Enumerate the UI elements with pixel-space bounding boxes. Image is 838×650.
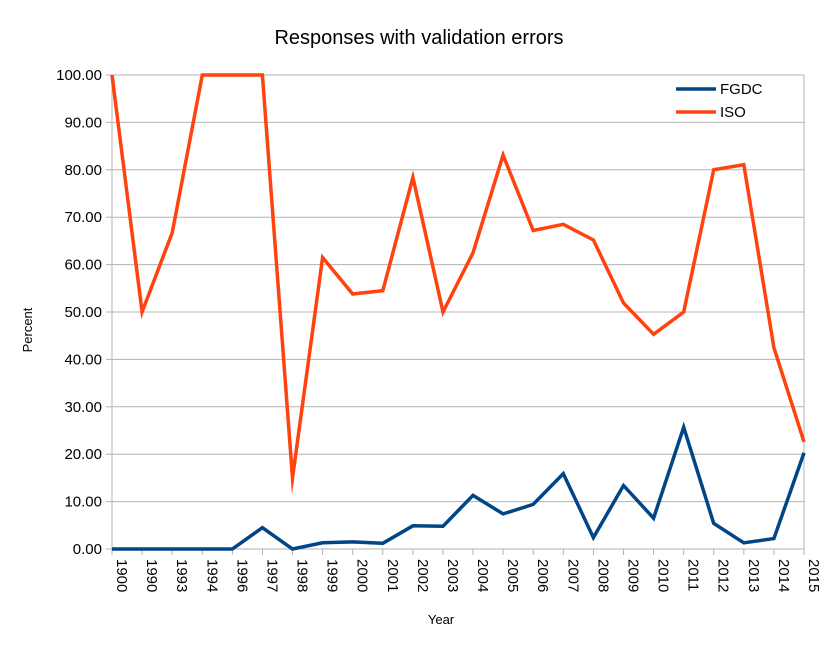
y-tick-label: 90.00 — [64, 114, 102, 131]
legend-label-iso: ISO — [720, 104, 746, 121]
x-tick-label: 2005 — [504, 559, 521, 592]
x-tick-label: 2013 — [745, 559, 762, 592]
x-tick-label: 1997 — [263, 559, 280, 592]
chart-title: Responses with validation errors — [274, 27, 563, 49]
x-tick-label: 2000 — [354, 559, 371, 592]
x-axis-ticks: 1900 1990 1993 1994 1996 1997 1998 1999 2000 2001… — [111, 549, 822, 592]
x-axis-title: Year — [428, 612, 455, 627]
x-tick-label: 2015 — [805, 559, 822, 592]
series-line-iso — [110, 73, 806, 495]
x-tick-label: 2009 — [624, 559, 641, 592]
x-tick-label: 2003 — [444, 559, 461, 592]
x-tick-label: 1993 — [173, 559, 190, 592]
x-tick-label: 1994 — [203, 559, 220, 592]
x-tick-label: 2014 — [775, 559, 792, 592]
x-tick-label: 1996 — [233, 559, 250, 592]
x-tick-label: 2012 — [715, 559, 732, 592]
x-tick-label: 2010 — [655, 559, 672, 592]
y-tick-label: 20.00 — [64, 446, 102, 463]
x-tick-label: 2006 — [534, 559, 551, 592]
y-tick-label: 10.00 — [64, 494, 102, 511]
series-lines — [110, 73, 806, 551]
x-tick-label: 1990 — [143, 559, 160, 592]
y-tick-label: 60.00 — [64, 257, 102, 274]
y-tick-label: 50.00 — [64, 304, 102, 321]
y-axis-title: Percent — [20, 307, 35, 352]
y-tick-label: 40.00 — [64, 351, 102, 368]
x-tick-label: 2008 — [594, 559, 611, 592]
y-tick-label: 70.00 — [64, 209, 102, 226]
y-tick-label: 30.00 — [64, 399, 102, 416]
series-line-fgdc — [112, 421, 806, 551]
y-tick-label: 100.00 — [56, 67, 102, 84]
x-tick-label: 2011 — [685, 559, 702, 591]
x-tick-label: 1900 — [113, 559, 130, 592]
y-axis-ticks: 0.00 10.00 20.00 30.00 40.00 50.00 60.00 70.00 8… — [56, 67, 102, 558]
x-tick-label: 2002 — [414, 559, 431, 592]
x-tick-label: 1998 — [294, 559, 311, 592]
y-tick-label: 80.00 — [64, 162, 102, 179]
x-tick-label: 2007 — [564, 559, 581, 592]
legend-label-fgdc: FGDC — [720, 81, 763, 98]
x-tick-label: 2004 — [474, 559, 491, 592]
y-tick-label: 0.00 — [73, 541, 102, 558]
legend: FGDC ISO — [676, 81, 763, 121]
x-tick-label: 2001 — [384, 559, 401, 592]
x-tick-label: 1999 — [324, 559, 341, 592]
